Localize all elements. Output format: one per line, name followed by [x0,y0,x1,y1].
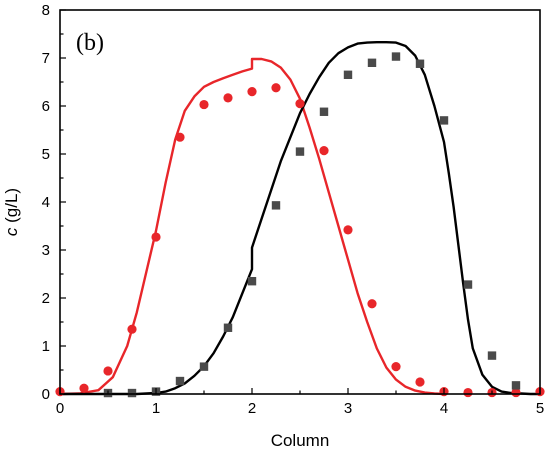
data-point-circle [103,366,113,376]
plot-frame [59,9,541,395]
x-tick-label: 4 [440,400,448,417]
panel-label: (b) [76,30,104,56]
x-tick-label: 1 [152,400,160,417]
data-point-square [463,280,473,289]
x-tick-label: 3 [344,400,352,417]
data-point-circle [343,225,353,235]
y-tick-label: 7 [42,50,50,67]
y-axis-title-symbol: c [2,227,21,236]
data-point-circle [367,299,377,309]
series-line-3 [60,41,540,396]
data-point-circle [319,146,329,156]
y-tick-label: 1 [42,338,50,355]
x-tick-label: 5 [536,400,544,417]
y-tick-label: 4 [42,194,50,211]
data-point-square [247,277,257,286]
data-point-circle [175,132,185,142]
y-tick-label: 3 [42,242,50,259]
y-tick-label: 2 [42,290,50,307]
y-tick-label: 6 [42,98,50,115]
data-point-circle [271,83,281,93]
data-point-square [223,323,233,332]
series-line-2 [59,57,445,396]
data-point-square [319,107,329,116]
data-point-circle [127,324,137,334]
data-point-circle [463,387,473,398]
data-point-circle [151,232,161,242]
data-point-square [415,59,425,68]
data-point-circle [223,93,233,103]
data-point-circle [295,99,305,109]
data-point-square [343,70,353,79]
data-point-square [295,147,305,156]
y-axis-title: c (g/L) [2,188,21,236]
data-point-square [391,52,401,61]
x-tick-label: 0 [56,400,64,417]
data-point-square [127,388,137,398]
x-axis-title: Column [271,431,330,450]
data-point-square [175,376,185,386]
y-axis-title-units: (g/L) [2,188,21,228]
y-tick-label: 8 [42,2,50,19]
data-point-square [511,381,521,390]
data-point-square [271,201,281,210]
y-tick-label: 5 [42,146,50,163]
data-point-square [367,58,377,67]
x-tick-label: 2 [248,400,256,417]
data-point-circle [511,387,521,398]
data-point-circle [415,377,425,387]
data-point-circle [391,362,401,372]
y-tick-label: 0 [42,386,50,403]
axes: 0 1 2 3 4 5 0 1 2 3 4 5 6 7 8 [42,2,545,417]
data-point-square [487,351,497,360]
plot-area [55,41,545,398]
data-point-circle [199,99,209,110]
data-point-square [439,116,449,125]
data-point-square [199,362,209,371]
data-point-circle [79,383,89,393]
data-point-circle [247,87,257,97]
